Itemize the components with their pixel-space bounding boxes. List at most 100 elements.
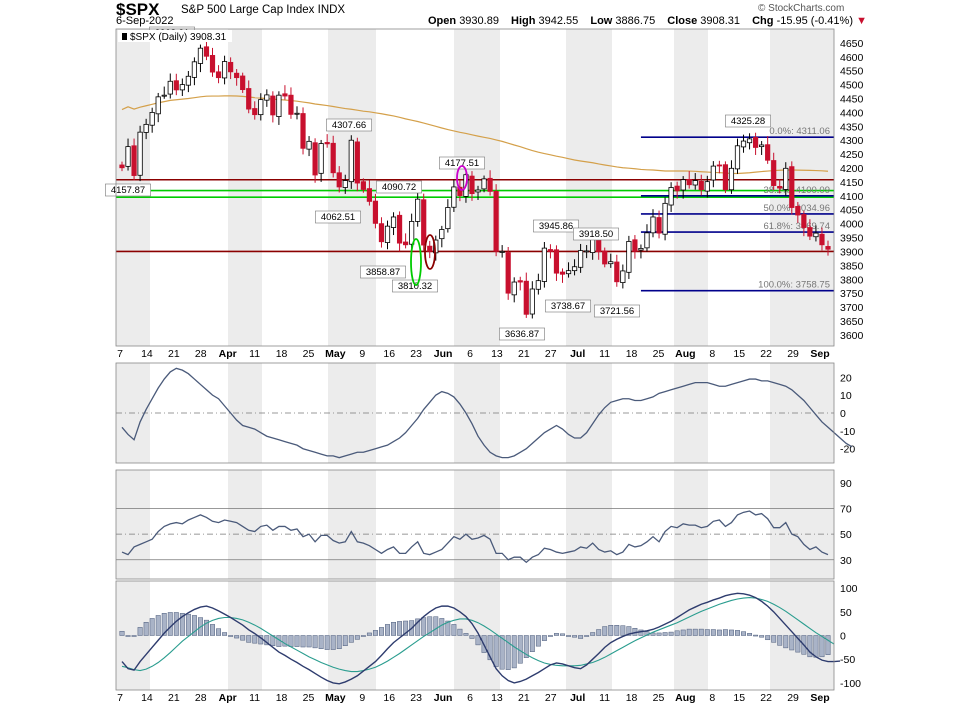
oscillator-2-border: [115, 469, 835, 580]
y-tick-label: 4550: [840, 66, 864, 78]
candle-body: [240, 75, 246, 91]
y-tick-label: 3900: [840, 246, 864, 258]
x-tick-label: 8: [709, 692, 715, 704]
histogram-bar: [312, 635, 318, 649]
y-tick-label: 4100: [840, 191, 864, 203]
candle-body: [698, 180, 704, 191]
candle-body: [559, 271, 566, 275]
x-tick-label: 14: [141, 692, 153, 704]
x-tick-label: 15: [733, 348, 745, 360]
histogram-bar: [554, 633, 559, 636]
histogram-bar: [318, 635, 324, 649]
histogram-bar: [427, 616, 433, 636]
candle-body: [372, 200, 379, 224]
candle-body: [710, 165, 716, 181]
price-annotation-box: [594, 304, 640, 318]
histogram-bar: [119, 630, 125, 636]
candle-body: [825, 246, 831, 250]
candle-body: [167, 80, 173, 95]
x-tick-label: Apr: [219, 692, 237, 704]
price-annotation-label: 3945.86: [539, 221, 573, 232]
histogram-bar: [366, 632, 372, 636]
y-tick-label: 4050: [840, 205, 864, 217]
histogram-bar: [252, 635, 258, 644]
price-annotation-box: [499, 327, 545, 341]
price-annotation-box: [725, 114, 771, 128]
x-tick-label: 25: [303, 692, 315, 704]
candle-body: [403, 241, 409, 246]
histogram-bar: [626, 626, 632, 636]
x-tick-label: 15: [733, 692, 745, 704]
y-tick-label: 4400: [840, 107, 864, 119]
close-value: 3908.31: [700, 15, 741, 27]
x-tick-label: 28: [195, 348, 207, 360]
y-tick-label: 4500: [840, 80, 864, 92]
histogram-bar: [535, 635, 541, 647]
candle-body: [487, 177, 493, 192]
candle-body: [300, 113, 306, 149]
candle-body: [819, 233, 825, 246]
candle-body: [360, 181, 366, 190]
histogram-bar: [228, 635, 234, 637]
x-tick-label: 25: [653, 348, 665, 360]
histogram-bar: [143, 622, 149, 636]
histogram-bar: [686, 628, 692, 636]
candle-body: [270, 95, 276, 116]
fib-level-label: 61.8%: 3969.74: [763, 221, 830, 232]
candle-body: [704, 181, 710, 192]
candle-body: [203, 46, 210, 57]
high-value: 3942.55: [538, 15, 579, 27]
y-tick-label: 3650: [840, 316, 864, 328]
candle-body: [264, 94, 270, 101]
histogram-bar: [433, 616, 439, 636]
histogram-bar: [167, 612, 173, 636]
histogram-bar: [825, 635, 831, 655]
y-tick-label: 3700: [840, 302, 864, 314]
candle-body: [523, 280, 529, 315]
histogram-bar: [372, 630, 378, 636]
histogram-bar: [391, 622, 396, 636]
price-annotation-label: 4062.51: [321, 212, 355, 223]
histogram-bar: [505, 635, 511, 670]
candle-body: [650, 216, 656, 234]
y-tick-label: 4650: [840, 38, 864, 50]
histogram-bar: [541, 635, 547, 641]
panel-0-band-4: [566, 29, 612, 346]
y-tick-label: 50: [840, 607, 852, 619]
candle-body: [197, 47, 204, 64]
histogram-bar: [463, 633, 469, 636]
candle-body: [221, 61, 228, 79]
x-tick-label: 11: [599, 692, 610, 704]
x-tick-label: 16: [383, 348, 395, 360]
histogram-bar: [288, 635, 294, 647]
histogram-bar: [439, 618, 445, 636]
histogram-bar: [403, 620, 409, 636]
histogram-bar: [807, 635, 813, 658]
price-annotation-box: [573, 227, 619, 241]
candle-body: [807, 227, 813, 237]
candle-body: [384, 225, 391, 243]
x-tick-label: 16: [383, 692, 395, 704]
candle-body: [348, 139, 354, 183]
price-panel-border: [115, 28, 835, 347]
y-tick-label: 4150: [840, 177, 864, 189]
histogram-bar: [698, 628, 704, 636]
y-tick-label: 0: [840, 408, 846, 420]
y-tick-label: 50: [840, 529, 852, 541]
x-tick-label: 25: [653, 692, 665, 704]
histogram-bar: [360, 635, 366, 637]
x-tick-label: 27: [545, 348, 557, 360]
candle-body: [674, 185, 680, 192]
y-tick-label: 4600: [840, 52, 864, 64]
histogram-bar: [795, 635, 801, 653]
candle-body: [457, 186, 463, 196]
histogram-bar: [246, 635, 252, 643]
open-value: 3930.89: [459, 15, 499, 27]
histogram-bar: [789, 635, 795, 651]
histogram-bar: [282, 635, 288, 647]
candle-body: [499, 251, 505, 253]
histogram-bar: [397, 621, 403, 636]
candle-body: [577, 250, 584, 268]
candle-body: [535, 280, 541, 290]
